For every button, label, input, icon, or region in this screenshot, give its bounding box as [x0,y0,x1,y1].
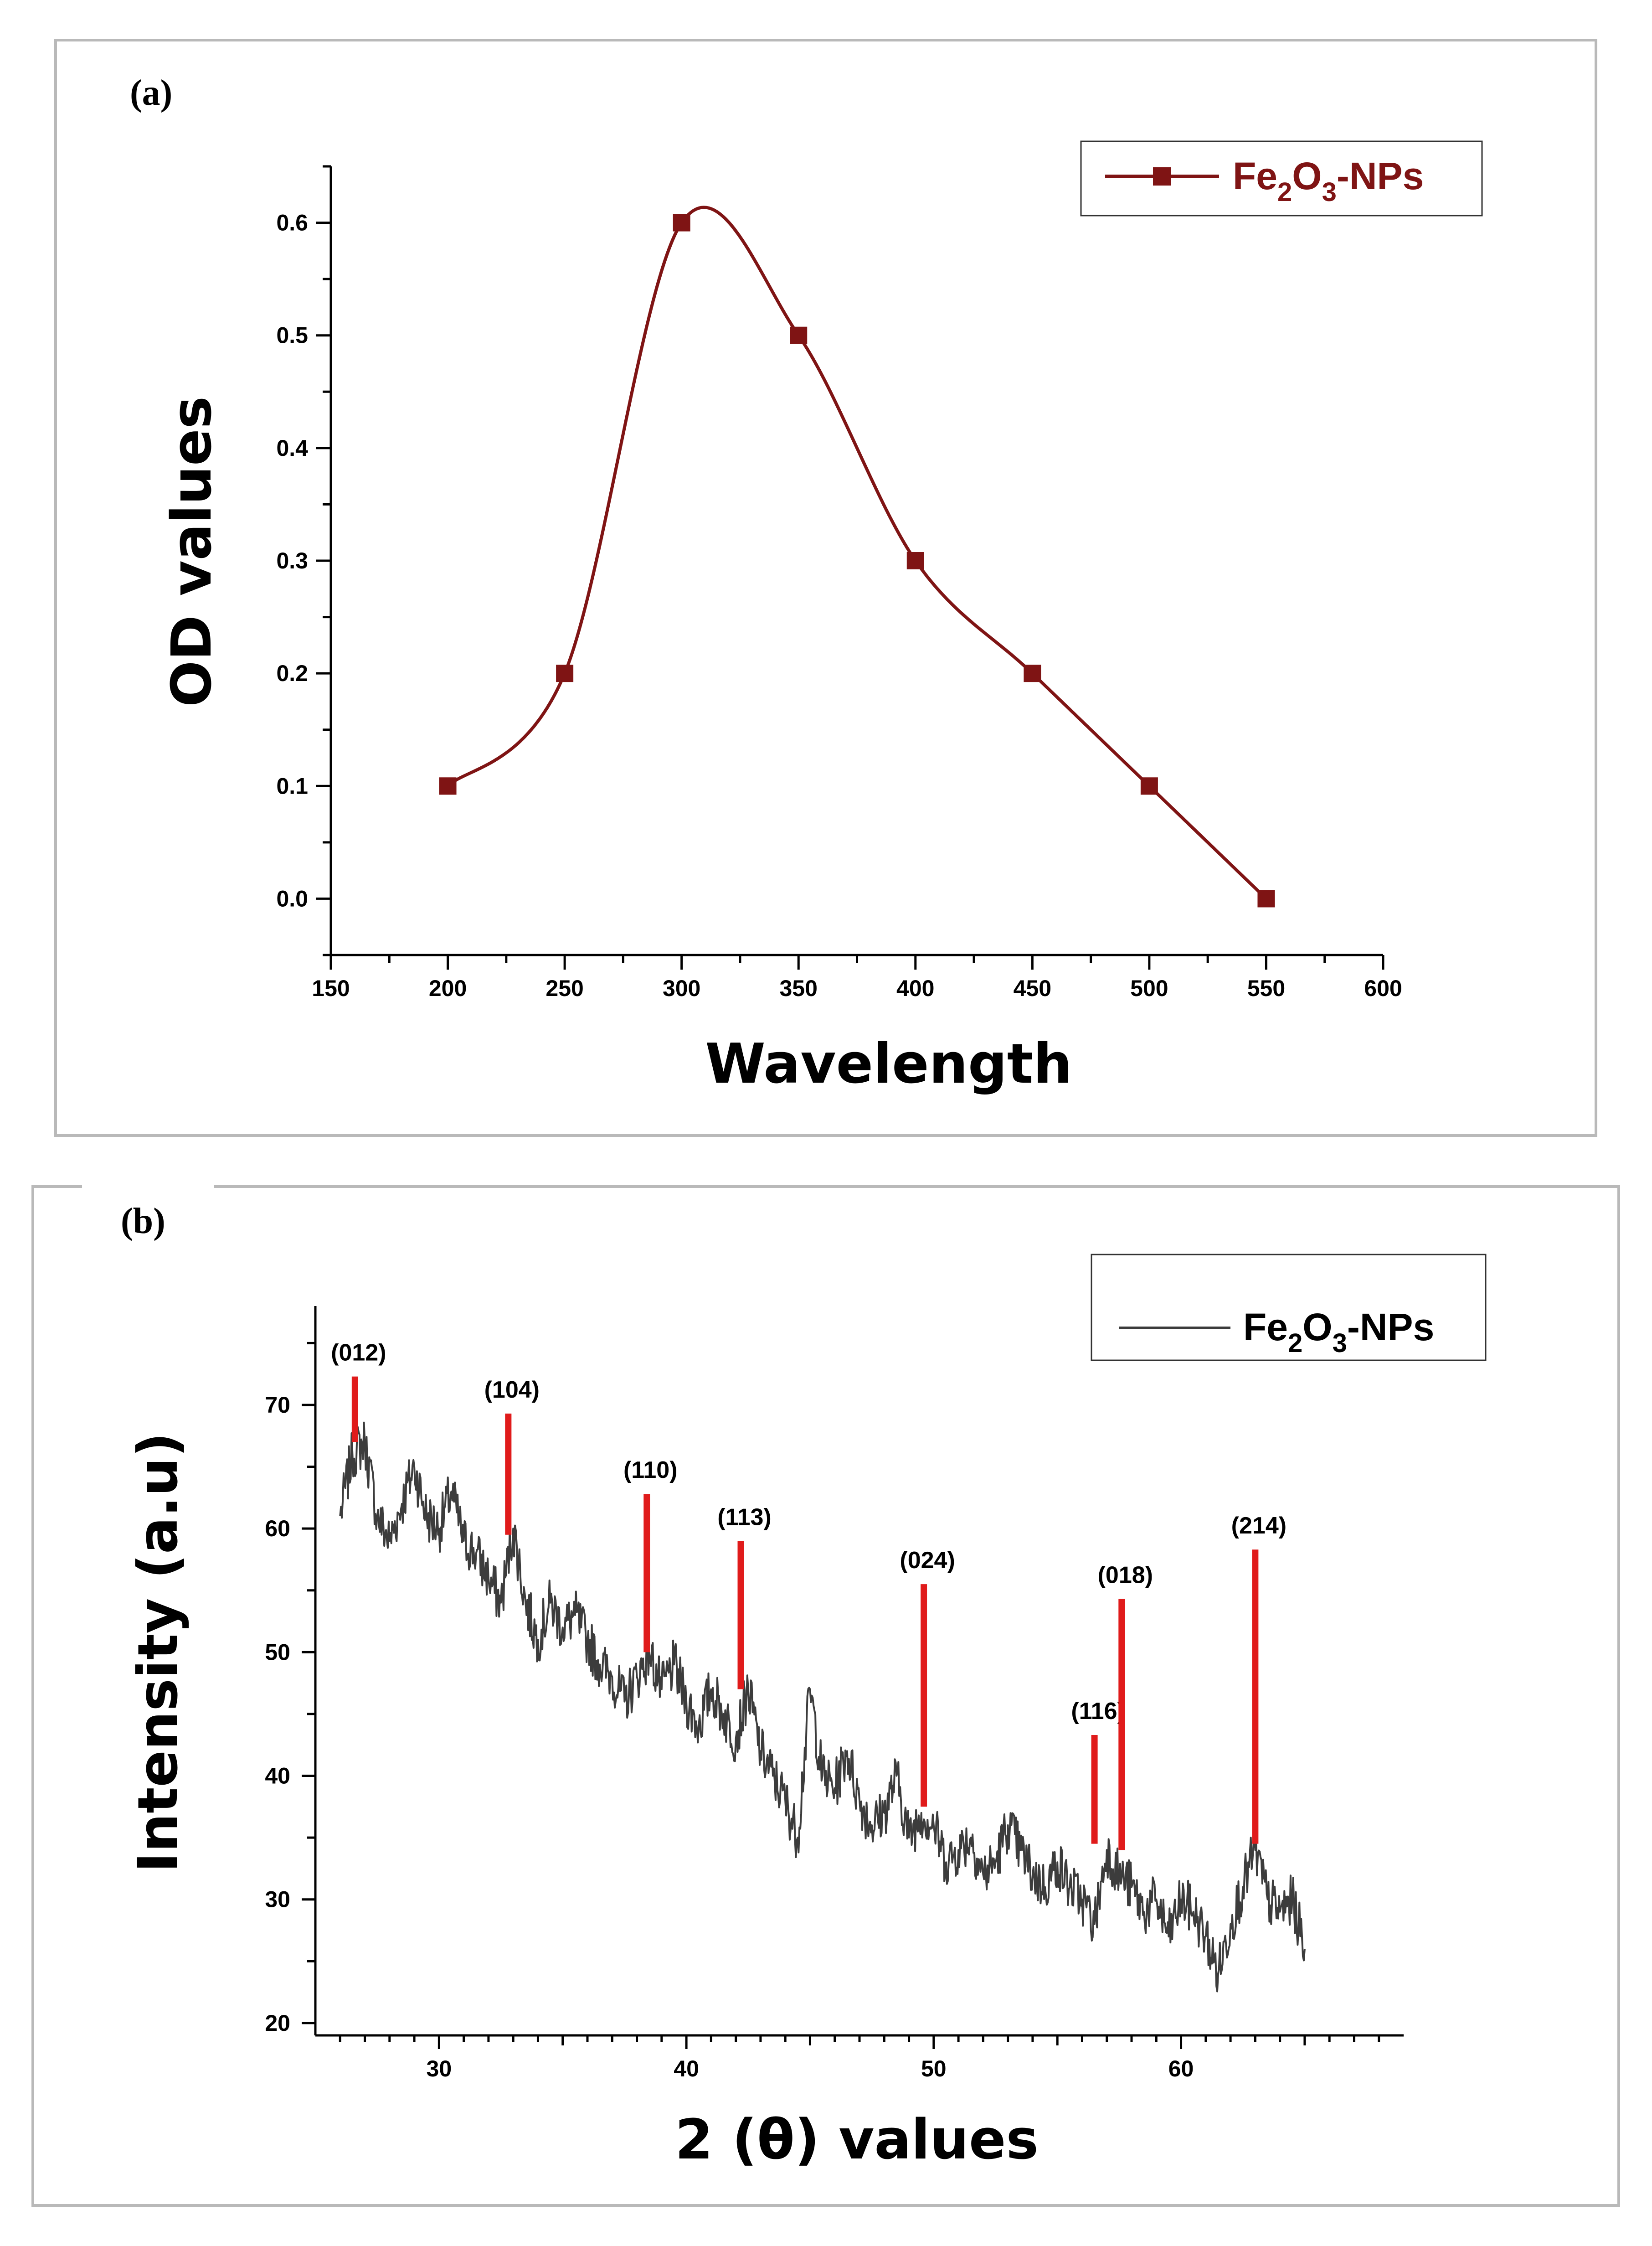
panel-a-x-tick-label: 350 [780,976,818,1001]
panel-b-y-tick-label: 50 [265,1639,290,1665]
panel-b: (b) 30 40 50 60 20 30 40 50 60 70 (012) (104) (110)… [31,1181,1620,2207]
panel-a-x-tick-label: 250 [546,976,583,1001]
panel-b-peak-label: (012) [331,1340,386,1366]
panel-a: (a) 150 200 250 300 350 400 450 500 550 600 0.0 0.1… [54,39,1597,1137]
panel-b-y-axis-title: Intensity (a.u) [127,1432,190,1873]
panel-b-legend: Fe2O3-NPs [1091,1254,1487,1361]
panel-b-plot-area: (012) (104) (110) (113) (024) (116) (018) (214) [331,1340,1306,1993]
panel-b-peak-label: (110) [623,1457,678,1483]
panel-a-x-tick-label: 450 [1014,976,1051,1001]
panel-a-x-tick-label: 400 [896,976,934,1001]
panel-a-data-point [906,552,924,569]
panel-a-x-axis-title: Wavelength [705,1033,1072,1096]
panel-b-peak-label: (024) [900,1547,955,1574]
panel-a-data-point [1257,890,1275,908]
panel-a-frame [54,39,1597,1137]
panel-a-y-tick-label: 0.4 [276,435,308,461]
panel-a-y-tick-label: 0.5 [276,323,308,348]
panel-a-series-line [447,206,1267,900]
panel-a-data-point [556,665,574,682]
panel-b-x-tick-label: 50 [921,2056,947,2081]
panel-a-x-tick-label: 300 [663,976,700,1001]
panel-b-peak-label: (018) [1098,1562,1153,1589]
panel-b-x-tick-label: 40 [674,2056,699,2081]
panel-a-y-tick-label: 0.3 [276,548,308,573]
panel-a-y-tick-label: 0.1 [276,773,308,799]
legend-sub-2: 2 [1277,177,1292,207]
panel-b-x-axis-title: 2 (θ) values [675,2108,1039,2172]
legend-nps: -NPs [1337,155,1424,197]
legend-nps: -NPs [1347,1306,1434,1348]
panel-b-y-tick-label: 20 [265,2010,290,2036]
legend-sub-3: 3 [1333,1328,1347,1358]
panel-b-x-tick-label: 30 [427,2056,452,2081]
panel-a-x-tick-label: 150 [312,976,350,1001]
panel-b-label: (b) [121,1201,165,1241]
panel-a-y-axis-title: OD values [160,396,224,707]
panel-a-legend-marker [1153,167,1171,186]
panel-a-x-tick-label: 500 [1130,976,1168,1001]
panel-a-y-tick-label: 0.0 [276,886,308,911]
legend-fe: Fe [1233,155,1277,197]
panel-a-plot-area [439,206,1275,908]
panel-a-data-point [439,777,457,795]
panel-b-legend-box [1091,1254,1487,1361]
panel-a-x-tick-label: 200 [429,976,467,1001]
panel-b-peak-label: (214) [1231,1513,1287,1539]
panel-a-data-point [1140,777,1158,795]
panel-a-label: (a) [130,73,172,113]
panel-a-x-tick-label: 550 [1247,976,1285,1001]
panel-b-series-line [339,1421,1306,1993]
panel-b-peak-label: (116) [1071,1698,1125,1725]
panel-b-peak-label: (113) [717,1504,772,1530]
panel-b-y-tick-label: 30 [265,1887,290,1912]
panel-b-y-tick-label: 40 [265,1763,290,1789]
legend-o: O [1302,1306,1332,1348]
legend-fe: Fe [1243,1306,1288,1348]
panel-b-frame [31,1185,1620,2207]
panel-b-y-tick-label: 60 [265,1516,290,1541]
legend-sub-3: 3 [1322,177,1337,207]
panel-a-y-tick-label: 0.2 [276,661,308,686]
panel-a-x-tick-label: 600 [1364,976,1402,1001]
panel-a-data-point [1024,665,1041,682]
panel-b-frame-gap [82,1181,214,1193]
panel-a-y-tick-label: 0.6 [276,210,308,236]
panel-b-peak-label: (104) [484,1377,540,1403]
panel-a-ticks: 150 200 250 300 350 400 450 500 550 600 0.0 0.1 0.2 0… [276,165,1402,1001]
panel-b-ticks: 30 40 50 60 20 30 40 50 60 70 [265,1342,1380,2081]
panel-a-legend-box [1080,140,1483,217]
panel-b-y-tick-label: 70 [265,1392,290,1418]
legend-o: O [1292,155,1322,197]
panel-a-legend: Fe2O3-NPs [1080,140,1483,217]
panel-b-legend-label: Fe2O3-NPs [1243,1306,1434,1358]
panel-a-data-point [673,214,690,232]
panel-a-data-point [790,326,808,344]
panel-b-x-tick-label: 60 [1168,2056,1194,2081]
legend-sub-2: 2 [1288,1328,1302,1358]
panel-a-legend-label: Fe2O3-NPs [1233,155,1424,207]
